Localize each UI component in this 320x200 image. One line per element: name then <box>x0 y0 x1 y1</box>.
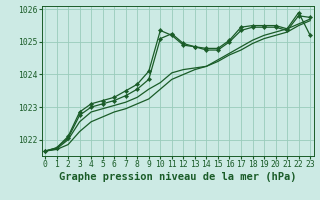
X-axis label: Graphe pression niveau de la mer (hPa): Graphe pression niveau de la mer (hPa) <box>59 172 296 182</box>
